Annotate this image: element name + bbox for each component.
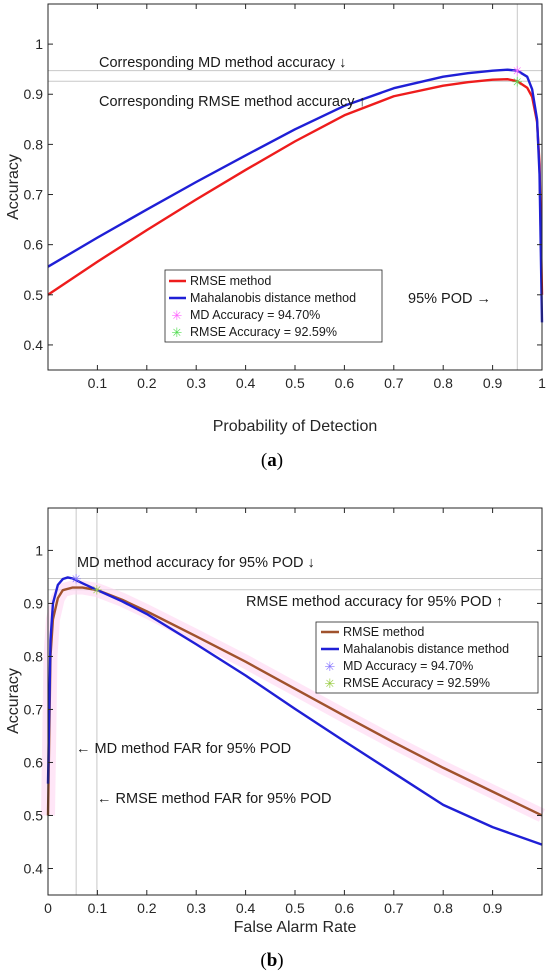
series-line-rmse bbox=[46, 586, 543, 817]
y-tick-label: 0.7 bbox=[24, 701, 44, 717]
reference-lines-a bbox=[48, 4, 542, 370]
y-tick-label: 0.4 bbox=[24, 860, 44, 876]
y-tick-label: 0.6 bbox=[24, 754, 44, 770]
series-line-md bbox=[46, 576, 543, 846]
annotation-rmse-far: ← RMSE method FAR for 95% POD bbox=[97, 791, 332, 807]
x-tick-label: 0 bbox=[44, 900, 52, 916]
y-tick-label: 0.8 bbox=[24, 648, 44, 664]
legend-box-a bbox=[164, 269, 383, 343]
chart-panel-b: ✳✳ 0.40.50.60.70.80.910 0.1 0.2 0.3 0.4 0.5 0.… bbox=[5, 507, 546, 971]
legend-label-md-accuracy-a: MD Accuracy = 94.70% bbox=[190, 308, 320, 322]
series-lines-b: ✳✳ bbox=[46, 573, 543, 846]
y-tick-label: 0.5 bbox=[24, 807, 44, 823]
y-axis-label-b: Accuracy bbox=[5, 668, 22, 734]
x-tick-label: 0.4 bbox=[236, 900, 256, 916]
x-tick-label: 0.3 bbox=[186, 900, 206, 916]
y-tick-label: 0.7 bbox=[24, 187, 44, 203]
x-tick-label: 0.6 bbox=[335, 900, 355, 916]
y-tick-label: 0.9 bbox=[24, 595, 44, 611]
legend-label-rmse-a: RMSE method bbox=[190, 274, 271, 288]
accuracy-marker: ✳ bbox=[71, 573, 82, 588]
y-tick-label: 0.5 bbox=[24, 287, 44, 303]
x-tick-label: 0.2 bbox=[137, 375, 157, 391]
x-tick-label: 0.5 bbox=[285, 375, 305, 391]
annotation-md-accuracy: Corresponding MD method accuracy ↓ bbox=[99, 55, 346, 71]
y-tick-label: 0.6 bbox=[24, 237, 44, 253]
y-tick-label: 0.4 bbox=[24, 337, 44, 353]
legend-label-md-a: Mahalanobis distance method bbox=[190, 291, 356, 305]
y-axis-label-a: Accuracy bbox=[5, 154, 22, 220]
x-axis-label-a: Probability of Detection bbox=[213, 418, 378, 435]
annotation-rmse-accuracy-b: RMSE method accuracy for 95% POD ↑ bbox=[246, 594, 503, 610]
series-line-rmse bbox=[47, 78, 544, 296]
x-tick-label: 0.8 bbox=[433, 900, 453, 916]
legend-b: RMSE method Mahalanobis distance method … bbox=[315, 621, 539, 694]
legend-a: RMSE method Mahalanobis distance method … bbox=[164, 269, 383, 343]
x-tick-label: 0.7 bbox=[384, 900, 404, 916]
legend-label-rmse-b: RMSE method bbox=[343, 625, 424, 639]
accuracy-marker: ✳ bbox=[91, 584, 102, 599]
legend-label-md-b: Mahalanobis distance method bbox=[343, 642, 509, 656]
legend-label-rmse-accuracy-a: RMSE Accuracy = 92.59% bbox=[190, 325, 337, 339]
accuracy-marker: ✳ bbox=[512, 75, 523, 90]
x-tick-label: 0.7 bbox=[384, 375, 404, 391]
panel-label-b: (b) bbox=[260, 950, 283, 971]
y-tick-label: 1 bbox=[35, 36, 43, 52]
chart-panel-a: ✳✳ 0.40.50.60.70.80.910.1 0.2 0.3 0.4 0.5 0.6… bbox=[5, 3, 546, 471]
y-tick-label: 0.8 bbox=[24, 136, 44, 152]
legend-label-md-accuracy-b: MD Accuracy = 94.70% bbox=[343, 659, 473, 673]
ticks-b: 0.4 0.5 0.6 0.7 0.8 0.9 1 0 0.1 0.2 0.3 0.4 0.5 0.6 0.… bbox=[24, 508, 542, 916]
series-line-md bbox=[47, 68, 544, 323]
legend-marker-rmse-a: ✳ bbox=[172, 326, 183, 341]
series-lines-a: ✳✳ bbox=[47, 65, 544, 323]
legend-marker-rmse-b: ✳ bbox=[325, 677, 336, 692]
accuracy-marker: ✳ bbox=[512, 65, 523, 80]
ticks-a: 0.4 0.5 0.6 0.7 0.8 0.9 1 0.1 0.2 0.3 0.4 0.5 0.6 0.7… bbox=[24, 4, 546, 391]
x-tick-label: 0.1 bbox=[88, 900, 108, 916]
annotation-pod: 95% POD → bbox=[408, 291, 491, 307]
x-tick-label: 0.2 bbox=[137, 900, 157, 916]
x-tick-label: 0.3 bbox=[186, 375, 206, 391]
legend-marker-md-a: ✳ bbox=[172, 309, 183, 324]
y-tick-label: 1 bbox=[35, 542, 43, 558]
x-tick-label: 0.4 bbox=[236, 375, 256, 391]
x-tick-label: 0.5 bbox=[285, 900, 305, 916]
x-tick-label: 1 bbox=[538, 375, 546, 391]
x-tick-label: 0.9 bbox=[483, 900, 503, 916]
y-tick-label: 0.9 bbox=[24, 86, 44, 102]
x-tick-label: 0.1 bbox=[88, 375, 108, 391]
legend-label-rmse-accuracy-b: RMSE Accuracy = 92.59% bbox=[343, 676, 490, 690]
x-tick-label: 0.6 bbox=[335, 375, 355, 391]
x-tick-label: 0.9 bbox=[483, 375, 503, 391]
annotation-rmse-accuracy: Corresponding RMSE method accuracy ↑ bbox=[99, 94, 366, 110]
panel-label-a: (a) bbox=[261, 450, 283, 471]
legend-marker-md-b: ✳ bbox=[325, 660, 336, 675]
annotation-md-far: ← MD method FAR for 95% POD bbox=[76, 741, 291, 757]
x-tick-label: 0.8 bbox=[433, 375, 453, 391]
annotation-md-accuracy-b: MD method accuracy for 95% POD ↓ bbox=[77, 555, 315, 571]
legend-box-b bbox=[315, 621, 539, 694]
x-axis-label-b: False Alarm Rate bbox=[234, 919, 357, 936]
